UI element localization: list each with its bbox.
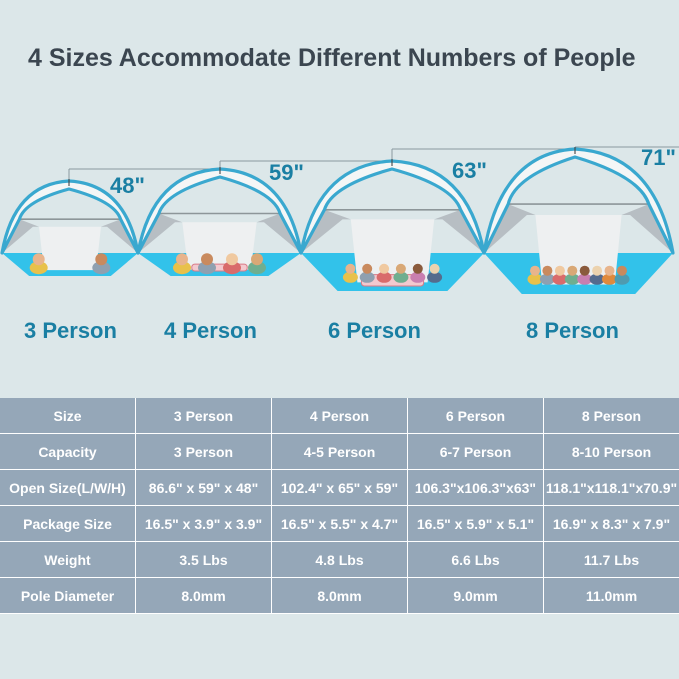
svg-text:71": 71"	[641, 145, 676, 170]
svg-text:59": 59"	[269, 160, 304, 185]
svg-text:48": 48"	[110, 173, 145, 198]
svg-text:63": 63"	[452, 158, 487, 183]
